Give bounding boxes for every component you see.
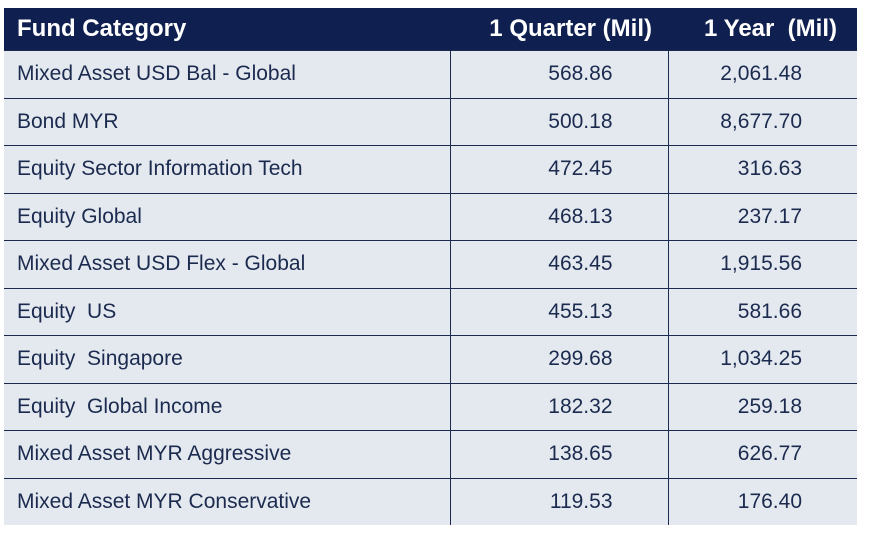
value-cell: 176.40 [667,477,857,525]
table-row: Mixed Asset MYR Aggressive 138.65 626.77 [4,430,857,478]
header-row: Fund Category 1 Quarter (Mil) 1 Year (Mil) [4,8,857,51]
category-cell: Mixed Asset MYR Conservative [4,477,450,525]
value-cell: 472.45 [449,145,668,193]
value-cell: 626.77 [667,430,857,478]
category-cell: Mixed Asset USD Bal - Global [4,50,450,98]
table-row: Equity Sector Information Tech 472.45 316.… [4,145,857,193]
category-cell: Mixed Asset MYR Aggressive [4,430,450,478]
table-row: Equity Singapore 299.68 1,034.25 [4,335,857,383]
value-cell: 299.68 [449,335,668,383]
value-cell: 581.66 [667,287,857,336]
value-cell: 468.13 [449,192,668,241]
value-cell: 119.53 [449,477,668,525]
category-cell: Equity Sector Information Tech [4,145,450,193]
value-cell: 259.18 [667,382,857,431]
value-cell: 463.45 [449,240,668,288]
value-cell: 237.17 [667,192,857,241]
value-cell: 1,034.25 [667,335,857,383]
value-cell: 568.86 [449,50,668,98]
value-cell: 2,061.48 [667,50,857,98]
category-cell: Bond MYR [4,97,450,146]
value-cell: 500.18 [449,97,668,146]
value-cell: 455.13 [449,287,668,336]
header-cell: 1 Year (Mil) [668,8,857,51]
table-container: Fund Category 1 Quarter (Mil) 1 Year (Mil)… [4,8,857,525]
category-cell: Equity Global [4,192,450,241]
value-cell: 138.65 [449,430,668,478]
value-cell: 8,677.70 [667,97,857,146]
table-row: Equity US 455.13 581.66 [4,287,857,336]
category-cell: Equity US [4,287,450,336]
value-cell: 1,915.56 [667,240,857,288]
header-cell: Fund Category [4,8,450,51]
table-row: Mixed Asset USD Bal - Global 568.86 2,061.… [4,50,857,98]
table-body: Mixed Asset USD Bal - Global 568.86 2,061.… [4,50,857,525]
table-row: Bond MYR 500.18 8,677.70 [4,97,857,146]
value-cell: 182.32 [449,382,668,431]
table-row: Mixed Asset USD Flex - Global 463.45 1,915… [4,240,857,288]
table-row: Equity Global Income 182.32 259.18 [4,382,857,431]
value-cell: 316.63 [667,145,857,193]
fund-table: Fund Category 1 Quarter (Mil) 1 Year (Mil)… [4,8,857,525]
table-row: Mixed Asset MYR Conservative 119.53 176.40 [4,477,857,525]
table-row: Equity Global 468.13 237.17 [4,192,857,241]
category-cell: Equity Singapore [4,335,450,383]
category-cell: Equity Global Income [4,382,450,431]
category-cell: Mixed Asset USD Flex - Global [4,240,450,288]
header-cell: 1 Quarter (Mil) [450,8,668,51]
